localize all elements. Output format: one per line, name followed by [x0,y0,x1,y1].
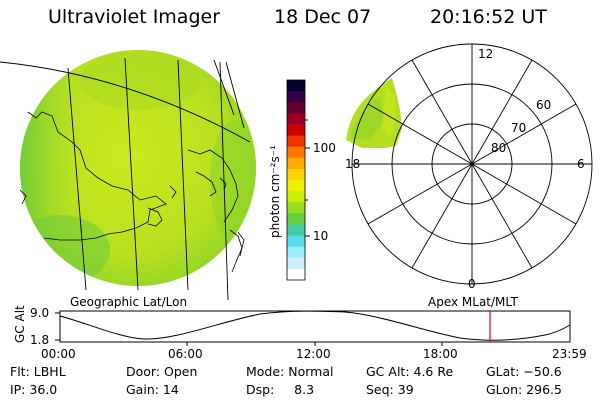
instrument-title: Ultraviolet Imager [48,6,221,28]
colorbar-band [287,80,305,92]
time-label: 20:16:52 UT [430,6,547,28]
colorbar-band [287,124,305,137]
colorbar-band [287,257,305,270]
geographic-panel-label: Geographic Lat/Lon [70,295,188,309]
colorbar-tick-10: 10 [313,229,329,243]
colorbar-band [287,102,305,114]
door-info: Door: Open [126,364,198,379]
lat-lon-grid [0,57,251,301]
colorbar-tick-100: 100 [313,141,336,155]
glat-info: GLat: −50.6 [486,364,562,379]
colorbar-band [287,224,305,237]
time-tick-1200: 12:00 [296,347,331,361]
mlt-label-12: 12 [478,47,494,61]
date-label: 18 Dec 07 [274,6,372,28]
mlt-label-0: 0 [468,277,476,291]
polar-grid [351,43,593,285]
filter-info: Flt: LBHL [10,364,66,379]
glon-info: GLon: 296.5 [486,382,562,397]
altitude-curve [59,310,571,341]
mlat-label-80: 80 [491,141,507,155]
coastlines [19,111,245,273]
colorbar-ticks [305,119,310,237]
mlt-label-18: 18 [345,157,361,171]
ip-info: IP: 36.0 [10,382,58,397]
colorbar-band [287,135,305,148]
time-tick-0600: 06:00 [168,347,203,361]
colorbar-band [287,235,305,248]
seq-info: Seq: 39 [366,382,414,397]
colorbar-band [287,202,305,214]
auroral-oval [346,78,402,148]
altitude-plot-frame [59,310,571,343]
colorbar-band [287,168,305,181]
colorbar-band [287,91,305,103]
altitude-axis-title: GC Alt [13,305,27,343]
colorbar-band [287,146,305,159]
mlt-label-6: 6 [577,157,585,171]
altitude-tick-9: 9.0 [30,306,50,320]
colorbar-band [287,246,305,259]
colorbar-gradient [287,80,305,281]
colorbar-band [287,113,305,125]
mlat-label-70: 70 [511,121,527,135]
time-tick-1800: 18:00 [423,347,458,361]
colorbar-band [287,180,305,192]
altitude-x-ticks [186,342,443,346]
mlat-label-60: 60 [536,98,552,112]
colorbar-band [287,213,305,225]
colorbar-band [287,268,305,281]
time-tick-0000: 00:00 [41,347,76,361]
gc-alt-info: GC Alt: 4.6 Re [366,364,454,379]
apex-panel-label: Apex MLat/MLT [428,295,518,309]
colorbar-band [287,191,305,203]
colorbar-band [287,157,305,170]
altitude-y-ticks [55,312,60,341]
dsp-info: Dsp: 8.3 [246,382,315,397]
gain-info: Gain: 14 [126,382,179,397]
altitude-tick-1-8: 1.8 [30,333,50,347]
mode-info: Mode: Normal [246,364,334,379]
time-tick-2359: 23:59 [552,347,587,361]
